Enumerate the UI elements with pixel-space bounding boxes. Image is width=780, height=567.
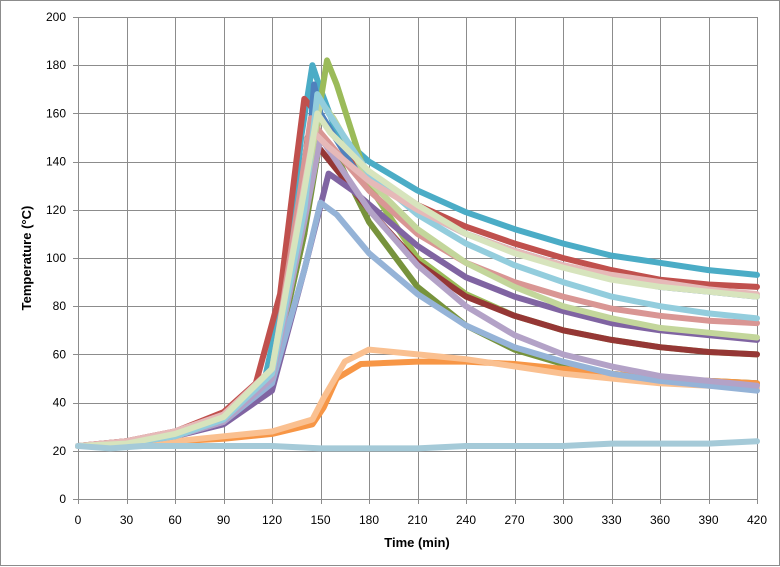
y-axis-title: Temperature (°C) [19, 206, 34, 311]
series-line-9 [75, 346, 760, 449]
x-tick-label: 300 [553, 513, 573, 527]
y-tick-label: 100 [46, 251, 66, 265]
x-tick-label: 60 [168, 513, 182, 527]
data-series [75, 57, 760, 452]
y-tick-label: 120 [46, 203, 66, 217]
x-tick-label: 420 [747, 513, 767, 527]
x-tick-label: 90 [217, 513, 231, 527]
x-tick-label: 330 [601, 513, 621, 527]
x-tick-label: 210 [407, 513, 427, 527]
y-tick-label: 60 [53, 347, 67, 361]
x-tick-label: 0 [75, 513, 82, 527]
x-tick-label: 120 [262, 513, 282, 527]
x-tick-label: 30 [120, 513, 134, 527]
y-tick-label: 160 [46, 106, 66, 120]
series-line-16 [75, 110, 760, 449]
y-tick-label: 180 [46, 58, 66, 72]
y-tick-label: 20 [53, 444, 67, 458]
y-tick-label: 140 [46, 155, 66, 169]
x-tick-label: 270 [504, 513, 524, 527]
y-tick-label: 80 [53, 299, 67, 313]
y-tick-label: 40 [53, 396, 67, 410]
x-axis-title: Time (min) [384, 535, 450, 550]
x-tick-label: 180 [359, 513, 379, 527]
y-axis-tick-labels: 0 20 40 60 80 100 120 140 160 180 200 [46, 10, 66, 506]
x-tick-label: 150 [310, 513, 330, 527]
x-tick-label: 390 [698, 513, 718, 527]
x-tick-label: 360 [650, 513, 670, 527]
x-tick-label: 240 [456, 513, 476, 527]
series-line-17 [75, 438, 760, 452]
y-tick-label: 200 [46, 10, 66, 24]
y-tick-label: 0 [59, 492, 66, 506]
x-axis-tick-labels: 0 30 60 90 120 150 180 210 240 270 300 330 360 390 420 [75, 513, 768, 527]
